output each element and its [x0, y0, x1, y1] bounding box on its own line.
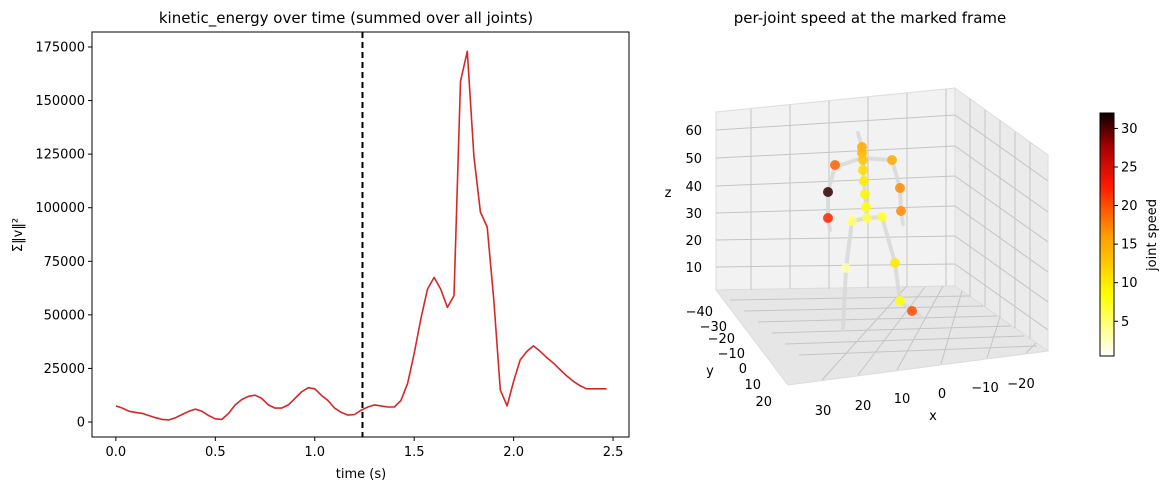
y-tick-label: −30	[700, 320, 727, 335]
colorbar-tick-label: 20	[1121, 199, 1138, 214]
y-tick-label: 25000	[44, 362, 85, 377]
z-tick-label: 10	[685, 261, 702, 276]
chart-title: kinetic_energy over time (summed over al…	[159, 9, 533, 28]
joint-marker	[907, 306, 917, 316]
kinetic-energy-line	[115, 50, 607, 421]
joint-marker	[858, 165, 868, 175]
y-tick-label: 10	[744, 378, 761, 393]
joint-marker	[895, 183, 905, 193]
colorbar-tick-label: 10	[1121, 276, 1138, 291]
joint-marker	[887, 155, 897, 165]
x-axis-label: time (s)	[336, 467, 386, 482]
back-pane	[715, 87, 956, 291]
y-tick-label: 175000	[35, 41, 85, 56]
joint-marker	[896, 206, 906, 216]
z-axis-label: z	[665, 186, 672, 201]
y-tick-label: 150000	[35, 94, 85, 109]
y-tick-label: 20	[755, 395, 772, 410]
skeleton-bone	[844, 219, 854, 270]
kinetic-energy-chart: kinetic_energy over time (summed over al…	[11, 9, 630, 482]
colorbar-tick-label: 15	[1121, 238, 1138, 253]
x-tick-label: 0	[938, 387, 946, 402]
x-tick-label: 2.5	[603, 445, 624, 460]
y-axis-ticks: 0 25000 50000 75000 100000 125000 150000 175000	[35, 41, 92, 431]
joint-marker	[861, 202, 871, 212]
floor-pane	[715, 285, 1050, 386]
z-axis-ticks: 10 20 30 40 50 60	[685, 124, 702, 276]
colorbar-ticks: 5 10 15 20 25 30	[1114, 122, 1138, 330]
skeleton-bone	[893, 261, 902, 303]
x-tick-label: 10	[894, 392, 911, 407]
joint-marker	[858, 155, 868, 165]
y-tick-label: −10	[718, 347, 745, 362]
z-tick-label: 50	[685, 152, 702, 167]
joint-marker	[859, 176, 869, 186]
x-axis-label: x	[929, 409, 937, 424]
x-axis-ticks: 30 20 10 0 −10 −20	[815, 377, 1035, 419]
x-tick-label: 0.5	[205, 445, 226, 460]
y-tick-label: −40	[686, 305, 713, 320]
joint-marker	[847, 216, 857, 226]
x-tick-label: 30	[815, 404, 832, 419]
skeleton-bone	[880, 215, 897, 265]
x-axis-ticks: 0.0 0.5 1.0 1.5 2.0 2.5	[106, 437, 624, 460]
y-axis-label: y	[706, 364, 714, 379]
joint-speed-3d-chart: per-joint speed at the marked frame	[665, 9, 1160, 424]
z-tick-label: 60	[685, 124, 702, 139]
z-tick-label: 20	[685, 234, 702, 249]
x-tick-label: −10	[971, 381, 998, 396]
y-axis-ticks: −40 −30 −20 −10 0 10 20	[686, 305, 772, 410]
joint-markers	[823, 142, 917, 316]
z-tick-label: 40	[685, 180, 702, 195]
y-tick-label: 50000	[44, 308, 85, 323]
skeleton-bone	[841, 266, 848, 332]
joint-marker	[895, 296, 905, 306]
joint-marker	[860, 189, 870, 199]
series-layer	[115, 50, 607, 421]
joint-marker	[890, 258, 900, 268]
colorbar	[1099, 112, 1115, 357]
x-tick-label: 20	[855, 399, 872, 414]
joint-marker	[862, 213, 872, 223]
y-tick-label: 75000	[44, 255, 85, 270]
colorbar-label: joint speed	[1145, 199, 1160, 272]
x-tick-label: 1.0	[304, 445, 325, 460]
colorbar-tick-label: 30	[1121, 122, 1138, 137]
joint-marker	[823, 213, 833, 223]
y-tick-label: 0	[77, 416, 85, 431]
y-tick-label: 125000	[35, 148, 85, 163]
grid-lines	[715, 89, 1049, 381]
joint-marker	[877, 212, 887, 222]
joint-marker	[823, 187, 833, 197]
joint-marker	[841, 263, 851, 273]
skeleton-bone	[836, 156, 864, 168]
x-tick-label: −20	[1007, 377, 1034, 392]
plot-frame	[91, 31, 630, 438]
y-tick-label: 100000	[35, 201, 85, 216]
x-tick-label: 1.5	[404, 445, 425, 460]
x-tick-label: 0.0	[106, 445, 127, 460]
y-axis-label: Σ‖v‖²	[11, 218, 26, 252]
chart-title-3d: per-joint speed at the marked frame	[734, 9, 1006, 27]
x-tick-label: 2.0	[503, 445, 524, 460]
joint-marker	[830, 160, 840, 170]
colorbar-tick-label: 5	[1121, 315, 1129, 330]
y-tick-label: 0	[739, 362, 747, 377]
z-tick-label: 30	[685, 207, 702, 222]
y-tick-label: −20	[708, 332, 735, 347]
colorbar-tick-label: 25	[1121, 161, 1138, 176]
